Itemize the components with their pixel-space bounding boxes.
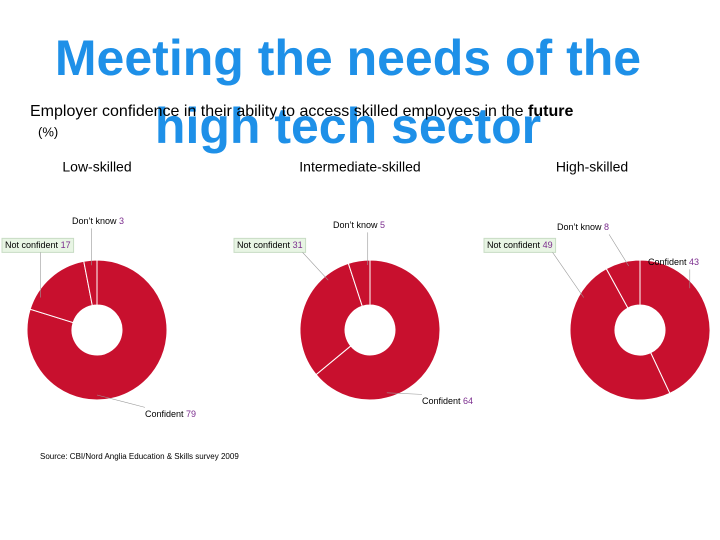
value-label: 8 (604, 222, 609, 232)
slide-title: high tech sector (155, 98, 541, 154)
donut-slice (26, 259, 168, 401)
leader-line (386, 392, 423, 395)
value-label: 3 (119, 216, 124, 226)
data-label: Confident 43 (648, 257, 699, 289)
label-box (233, 237, 307, 253)
category-label: Not confident (487, 240, 541, 250)
chart-title: Intermediate-skilled (299, 159, 420, 175)
leader-line (608, 234, 629, 267)
label-text: Don’t know 3 (72, 216, 124, 226)
category-label: Don’t know (557, 222, 602, 232)
subtitle: Employer confidence in their ability to … (30, 103, 573, 120)
donut-slice (639, 259, 711, 395)
category-label: Confident (422, 396, 461, 406)
data-label: Don’t know 3 (72, 216, 124, 266)
data-label: Not confident 49 (483, 237, 584, 298)
donut-slice (83, 259, 98, 307)
donut-slice (605, 259, 641, 309)
value-label: 43 (689, 257, 699, 267)
donut-slice (569, 267, 671, 401)
label-box (483, 237, 557, 253)
label-text: Don’t know 8 (557, 222, 609, 232)
subtitle-text: Employer confidence in their ability to … (30, 103, 524, 120)
category-label: Confident (648, 257, 687, 267)
label-text: Not confident 31 (237, 240, 303, 250)
label-text: Not confident 17 (5, 240, 71, 250)
label-text: Confident 43 (648, 257, 699, 267)
label-text: Confident 64 (422, 396, 473, 406)
slide-title: Meeting the needs of the (55, 30, 641, 86)
chart-title: Low-skilled (62, 159, 131, 175)
category-label: Don’t know (72, 216, 117, 226)
label-text: Not confident 49 (487, 240, 553, 250)
value-label: 17 (61, 240, 71, 250)
value-label: 79 (186, 409, 196, 419)
data-label: Confident 64 (386, 392, 473, 406)
subtitle-text: future (528, 103, 573, 120)
data-label: Don’t know 8 (557, 222, 629, 267)
value-label: 5 (380, 220, 385, 230)
data-label: Confident 79 (96, 394, 196, 419)
leader-line (552, 252, 584, 298)
category-label: Not confident (237, 240, 291, 250)
category-label: Don’t know (333, 220, 378, 230)
leader-line (302, 252, 329, 281)
donut-slice (315, 259, 441, 401)
source: Source: CBI/Nord Anglia Education & Skil… (40, 452, 239, 461)
value-label: 64 (463, 396, 473, 406)
value-label: 31 (293, 240, 303, 250)
unit: (%) (38, 124, 58, 139)
chart-title: High-skilled (556, 159, 628, 175)
donut-slice (347, 259, 371, 307)
data-label: Don’t know 5 (333, 220, 385, 266)
data-label: Not confident 17 (1, 237, 75, 298)
label-text: Confident 79 (145, 409, 196, 419)
donut-slice (299, 262, 363, 376)
data-label: Not confident 31 (233, 237, 329, 281)
leader-line (96, 394, 146, 408)
category-label: Not confident (5, 240, 59, 250)
category-label: Confident (145, 409, 184, 419)
label-box (1, 237, 75, 253)
value-label: 49 (543, 240, 553, 250)
label-text: Don’t know 5 (333, 220, 385, 230)
